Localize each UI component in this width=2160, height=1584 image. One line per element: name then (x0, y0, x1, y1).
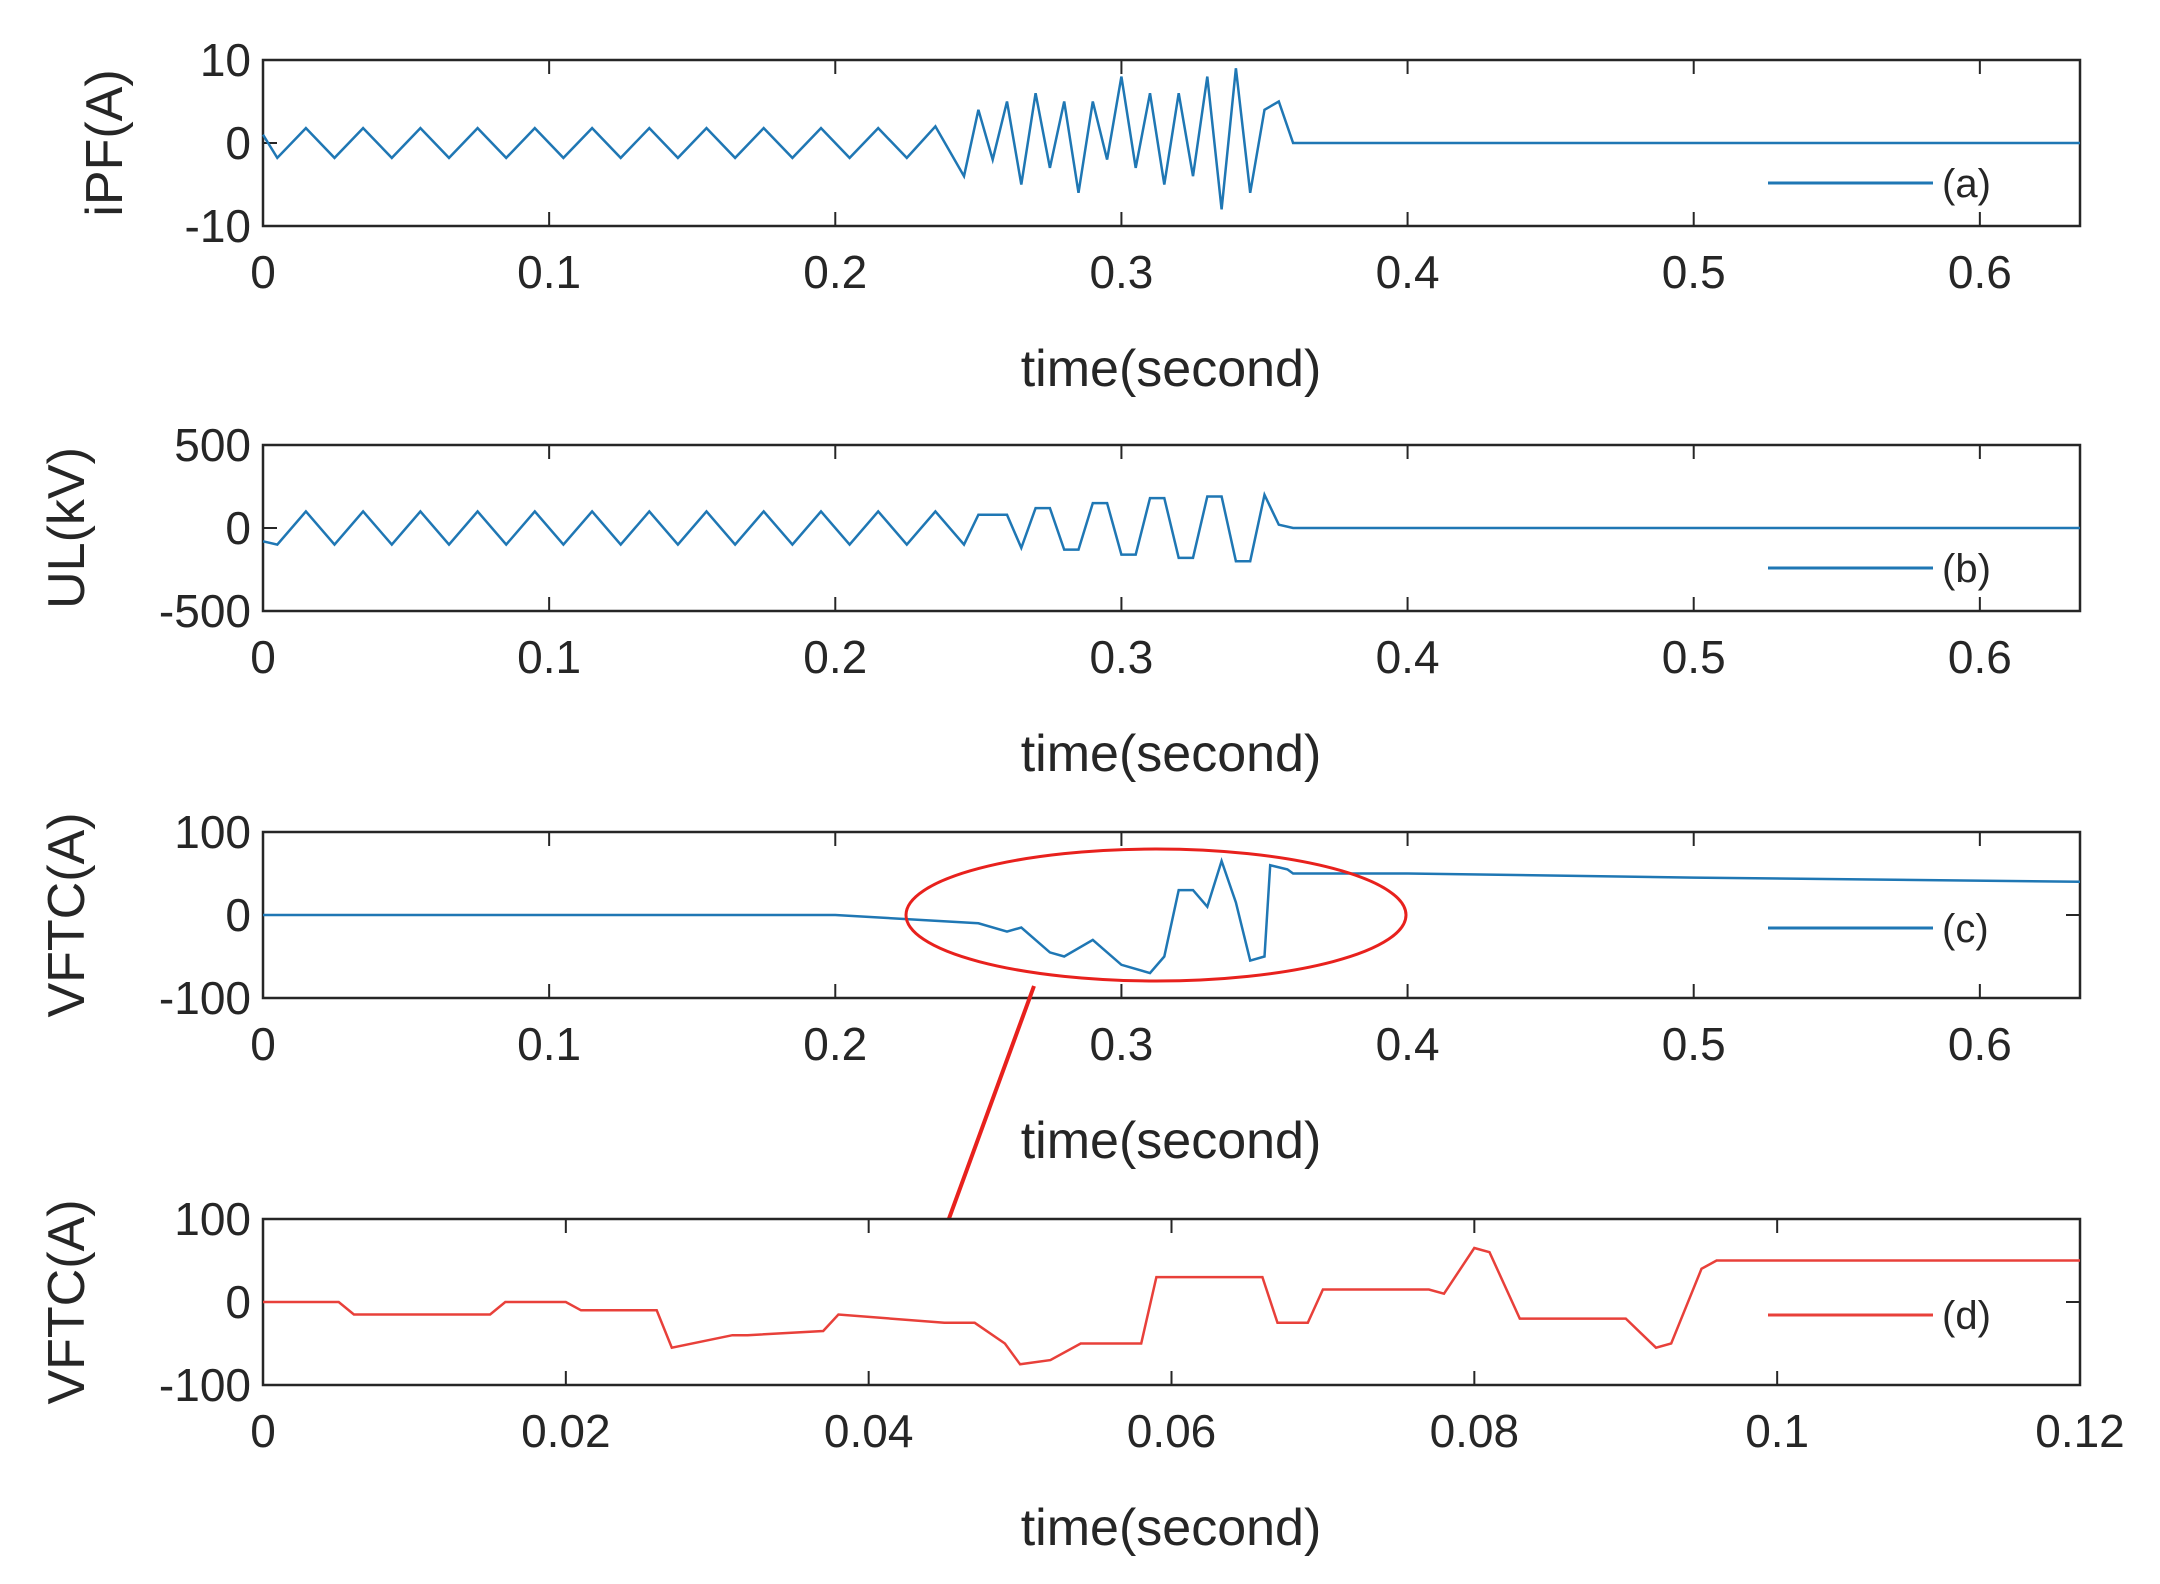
legend-label-c: (c) (1942, 907, 1989, 951)
x-tick-label-b: 0.4 (1376, 631, 1440, 683)
legend-label-d: (d) (1942, 1294, 1991, 1338)
x-tick-label-d: 0.08 (1430, 1405, 1520, 1457)
x-tick-label-a: 0.3 (1089, 246, 1153, 298)
legend-label-a: (a) (1942, 162, 1991, 206)
x-ticks-b: 0 0.1 0.2 0.3 0.4 0.5 0.6 (250, 445, 2012, 683)
x-tick-label-b: 0.1 (517, 631, 581, 683)
x-axis-title-d: time(second) (1021, 1499, 1322, 1557)
y-tick-label-a: 10 (200, 34, 251, 86)
x-tick-label-b: 0.3 (1089, 631, 1153, 683)
x-tick-label-c: 0.6 (1948, 1018, 2012, 1070)
x-tick-label-a: 0.1 (517, 246, 581, 298)
x-tick-label-d: 0.06 (1127, 1405, 1217, 1457)
y-tick-label-a: -10 (185, 200, 251, 252)
y-ticks-a: 10 0 -10 (185, 34, 2080, 252)
x-tick-label-c: 0 (250, 1018, 276, 1070)
x-ticks-d: 0 0.02 0.04 0.06 0.08 0.1 0.12 (250, 1219, 2125, 1457)
x-axis-title-b: time(second) (1021, 725, 1322, 783)
series-line-c (263, 856, 2081, 975)
x-tick-label-d: 0.04 (824, 1405, 914, 1457)
y-tick-label-a: 0 (225, 117, 251, 169)
y-tick-label-b: 500 (174, 419, 251, 471)
x-axis-title-c: time(second) (1021, 1112, 1322, 1170)
y-tick-label-d: 0 (225, 1276, 251, 1328)
y-tick-label-b: 0 (225, 502, 251, 554)
x-tick-label-b: 0 (250, 631, 276, 683)
y-tick-label-c: 0 (225, 889, 251, 941)
y-ticks-c: 100 0 -100 (159, 806, 2080, 1024)
y-axis-title-d: VFTC(A) (38, 1199, 96, 1404)
x-tick-label-b: 0.5 (1662, 631, 1726, 683)
panel-a: 0 0.1 0.2 0.3 0.4 0.5 0.6 100-10 iPF(A) time(s… (76, 34, 2082, 398)
x-tick-label-c: 0.1 (517, 1018, 581, 1070)
y-tick-label-b: -500 (159, 585, 251, 637)
x-tick-label-d: 0.12 (2035, 1405, 2125, 1457)
y-axis-title-b: UL(kV) (38, 447, 96, 609)
y-axis-title-a: iPF(A) (76, 69, 134, 216)
x-tick-label-d: 0.1 (1745, 1405, 1809, 1457)
y-tick-label-d: 100 (174, 1193, 251, 1245)
x-tick-label-a: 0.5 (1662, 246, 1726, 298)
series-line-d (263, 1246, 2080, 1366)
y-ticks-b: 500 0 -500 (159, 419, 2080, 637)
x-tick-label-c: 0.3 (1089, 1018, 1153, 1070)
y-axis-title-c: VFTC(A) (38, 812, 96, 1017)
x-tick-label-c: 0.5 (1662, 1018, 1726, 1070)
legend-label-b: (b) (1942, 547, 1991, 591)
x-ticks-c: 0 0.1 0.2 0.3 0.4 0.5 0.6 (250, 832, 2012, 1070)
x-tick-label-c: 0.4 (1376, 1018, 1440, 1070)
x-tick-label-a: 0.6 (1948, 246, 2012, 298)
x-axis-title-a: time(second) (1021, 340, 1322, 398)
x-tick-label-a: 0.2 (803, 246, 867, 298)
y-tick-label-c: 100 (174, 806, 251, 858)
x-tick-label-b: 0.6 (1948, 631, 2012, 683)
x-tick-label-d: 0 (250, 1405, 276, 1457)
y-tick-label-d: -100 (159, 1359, 251, 1411)
x-tick-label-a: 0 (250, 246, 276, 298)
x-tick-label-b: 0.2 (803, 631, 867, 683)
series-line-b (262, 490, 2080, 563)
x-tick-label-c: 0.2 (803, 1018, 867, 1070)
x-tick-label-a: 0.4 (1376, 246, 1440, 298)
x-ticks-a: 0 0.1 0.2 0.3 0.4 0.5 0.6 (250, 60, 2012, 298)
highlight-ellipse (904, 847, 1408, 983)
x-tick-label-d: 0.02 (521, 1405, 611, 1457)
y-ticks-d: 100 0 -100 (159, 1193, 2080, 1411)
series-line-a (261, 68, 2080, 210)
y-tick-label-c: -100 (159, 972, 251, 1024)
